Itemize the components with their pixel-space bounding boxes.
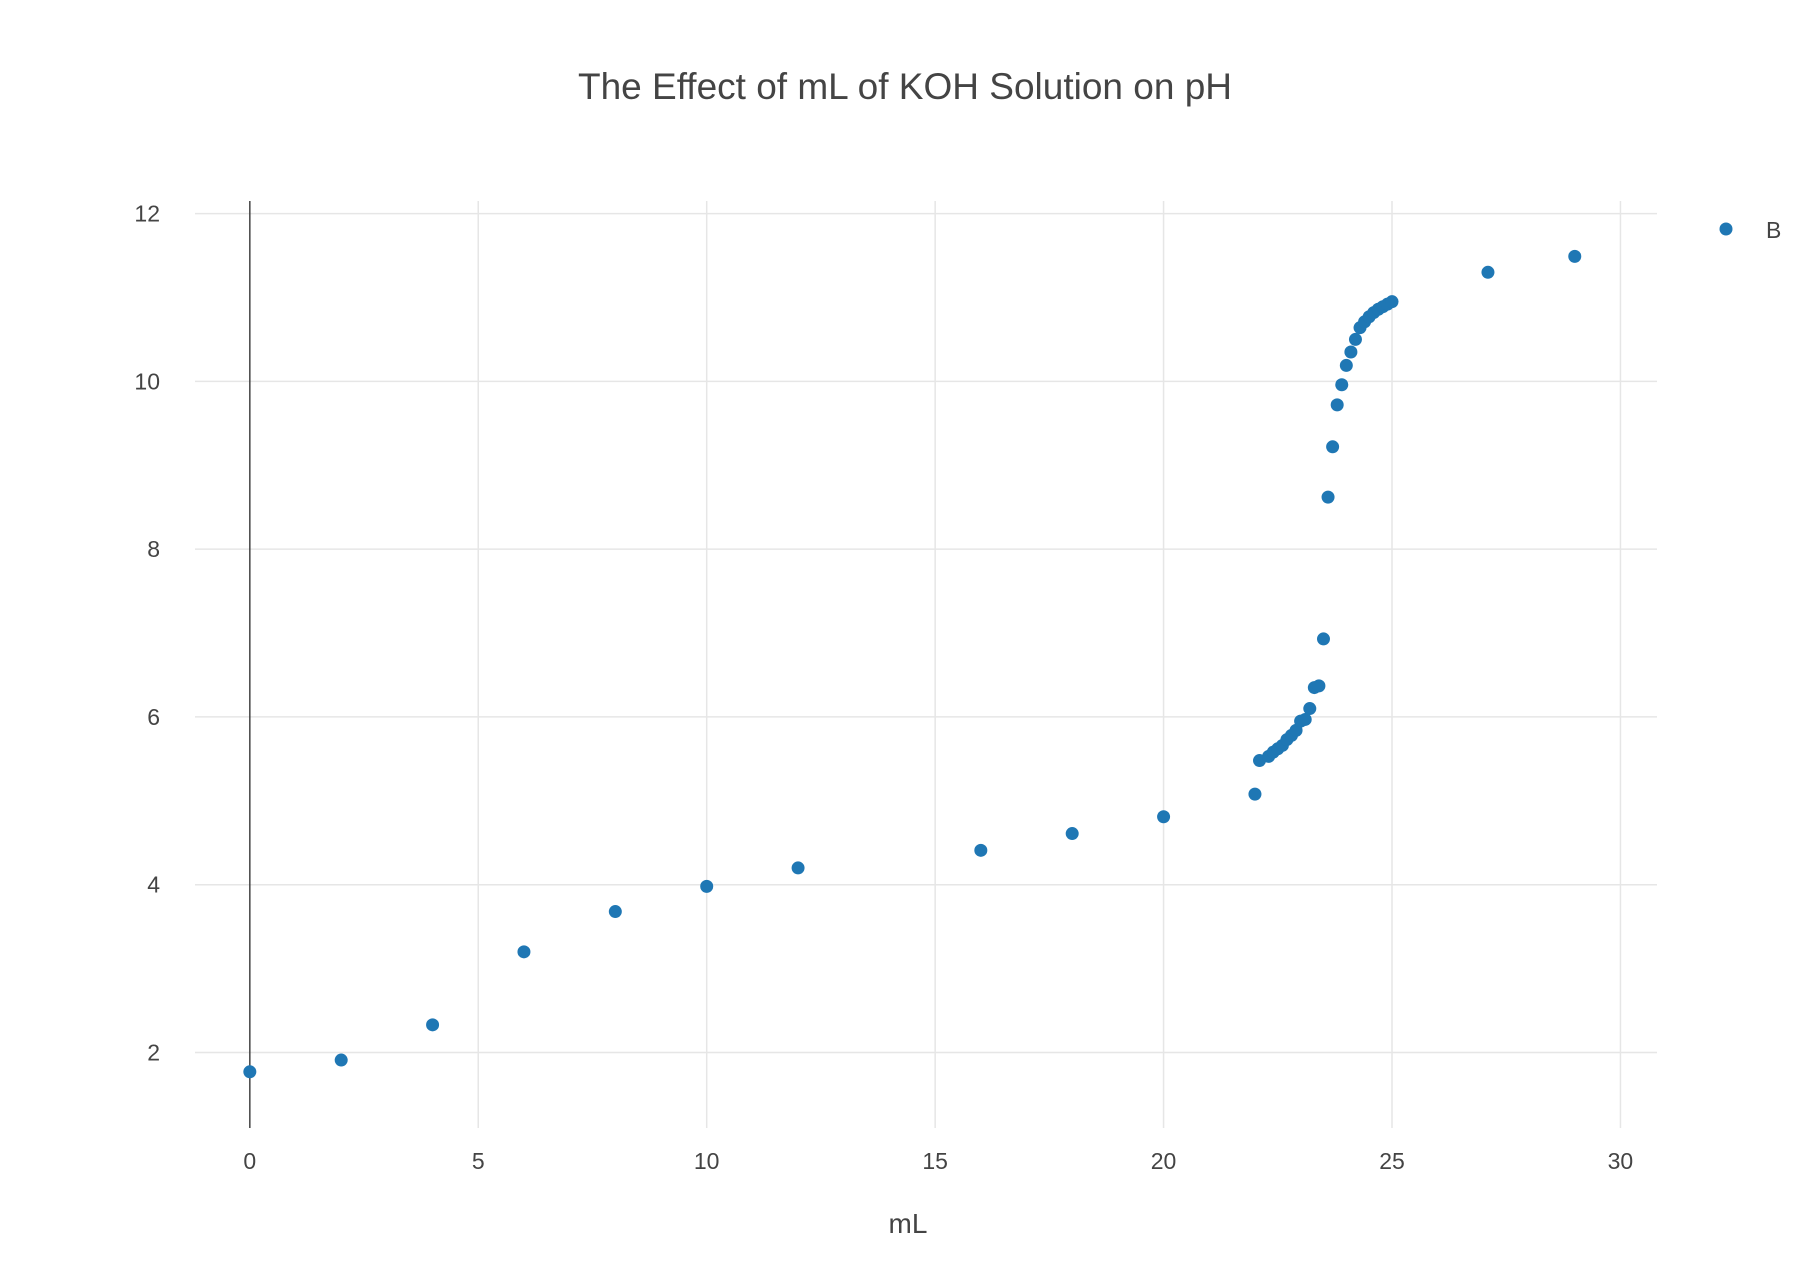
data-point[interactable] (1321, 490, 1335, 504)
y-tick-label: 10 (134, 368, 160, 394)
data-point[interactable] (1568, 249, 1582, 263)
data-point[interactable] (791, 861, 805, 875)
data-point[interactable] (1157, 810, 1171, 824)
data-point[interactable] (334, 1053, 348, 1067)
data-point[interactable] (608, 905, 622, 919)
data-point[interactable] (1303, 702, 1317, 716)
data-point[interactable] (1330, 398, 1344, 412)
axes: 0 5 10 15 20 25 30 2 4 6 8 10 12 (134, 201, 1633, 1174)
x-tick-label: 25 (1379, 1148, 1405, 1174)
data-point[interactable] (1312, 679, 1326, 693)
data-point[interactable] (517, 945, 531, 959)
data-point[interactable] (1481, 265, 1495, 279)
data-point[interactable] (243, 1065, 257, 1079)
x-tick-label: 15 (922, 1148, 948, 1174)
x-tick-label: 5 (472, 1148, 485, 1174)
data-point[interactable] (1385, 295, 1399, 309)
data-point[interactable] (1326, 440, 1340, 454)
y-tick-label: 8 (147, 536, 160, 562)
legend[interactable]: B (1719, 217, 1782, 243)
data-point[interactable] (1298, 712, 1312, 726)
data-point[interactable] (1348, 332, 1362, 346)
x-tick-label: 0 (243, 1148, 256, 1174)
data-points (243, 249, 1582, 1079)
data-point[interactable] (700, 879, 714, 893)
grid (195, 201, 1657, 1128)
y-tick-label: 4 (147, 872, 160, 898)
data-point[interactable] (974, 843, 988, 857)
legend-label: B (1766, 217, 1781, 243)
y-tick-label: 6 (147, 704, 160, 730)
x-tick-label: 10 (694, 1148, 720, 1174)
data-point[interactable] (1344, 345, 1358, 359)
x-axis-title: mL (889, 1208, 928, 1239)
data-point[interactable] (1065, 827, 1079, 841)
y-tick-label: 12 (134, 201, 160, 227)
x-tick-label: 30 (1608, 1148, 1634, 1174)
y-tick-label: 2 (147, 1039, 160, 1065)
x-tick-label: 20 (1151, 1148, 1177, 1174)
data-point[interactable] (1339, 358, 1353, 372)
chart-title: The Effect of mL of KOH Solution on pH (578, 66, 1232, 107)
data-point[interactable] (1248, 787, 1262, 801)
data-point[interactable] (1316, 632, 1330, 646)
data-point[interactable] (426, 1018, 440, 1032)
data-point[interactable] (1335, 378, 1349, 392)
legend-marker-icon (1719, 222, 1733, 236)
